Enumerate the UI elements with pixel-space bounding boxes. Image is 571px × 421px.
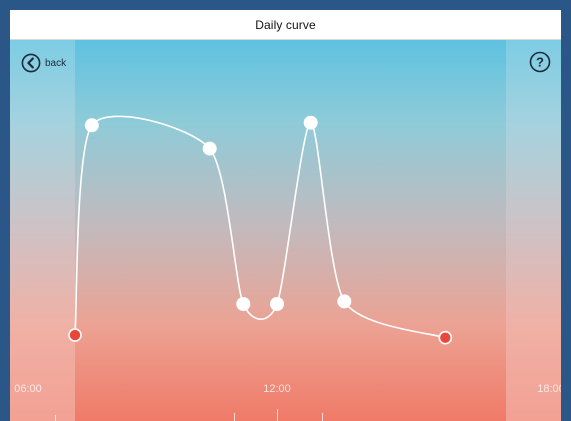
curve-control-point[interactable] (337, 294, 352, 309)
curve-control-point[interactable] (303, 115, 318, 130)
time-label-end: 18:00 (537, 383, 561, 395)
curve-endpoint-handle[interactable] (68, 328, 82, 342)
curve-canvas[interactable]: back ? 06:00 12:00 18:00 (10, 40, 561, 421)
out-of-range-left-region (10, 40, 75, 421)
back-label: back (45, 57, 67, 69)
page-title: Daily curve (255, 17, 316, 32)
time-label-start: 06:00 (14, 383, 42, 395)
back-button[interactable]: back (21, 53, 66, 73)
curve-control-point[interactable] (84, 118, 99, 133)
help-button[interactable]: ? (529, 51, 551, 73)
time-tick (234, 413, 235, 421)
curve-line (74, 115, 446, 339)
time-tick (322, 413, 323, 421)
curve-control-point[interactable] (236, 297, 251, 311)
curve-endpoint-handle[interactable] (438, 330, 453, 345)
svg-text:?: ? (536, 55, 544, 70)
title-bar: Daily curve (10, 10, 561, 40)
curve-control-point[interactable] (202, 141, 217, 156)
time-label-noon: 12:00 (263, 383, 291, 395)
daily-curve-chart[interactable] (10, 40, 561, 421)
question-circle-icon: ? (529, 51, 551, 73)
app-screen: Daily curve back ? 06:00 12:00 18:00 (10, 10, 561, 421)
time-tick (55, 415, 56, 421)
time-tick (277, 409, 278, 421)
out-of-range-right-region (506, 40, 561, 421)
curve-control-point[interactable] (270, 297, 284, 311)
chevron-left-circle-icon (21, 53, 41, 73)
